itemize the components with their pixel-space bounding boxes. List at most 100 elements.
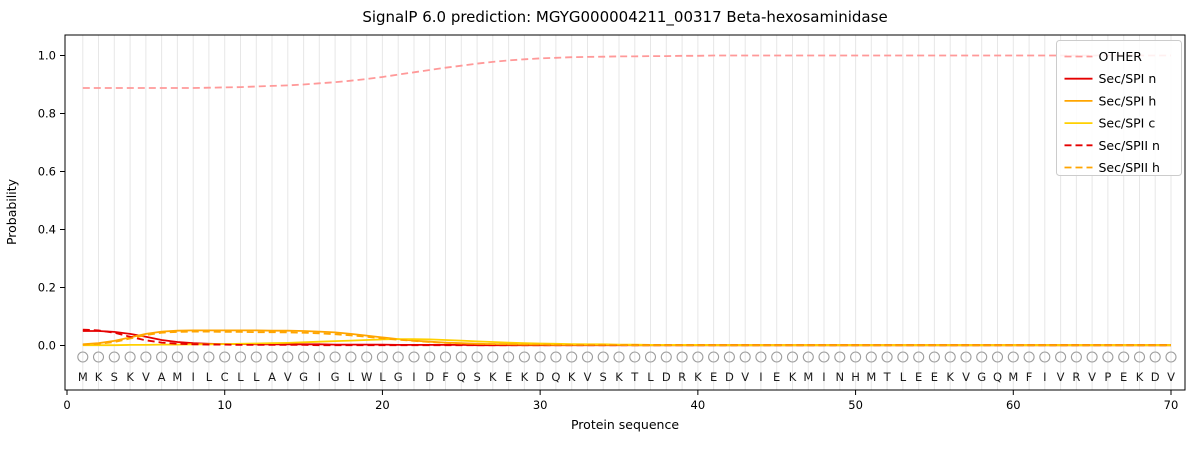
residue-letter: I [318, 370, 321, 384]
residue-letter: A [268, 370, 276, 384]
residue-letter: D [425, 370, 434, 384]
residue-letter: L [348, 370, 355, 384]
residue-letter: Q [457, 370, 466, 384]
residue-marker [376, 351, 388, 363]
residue-marker [629, 351, 641, 363]
residue-letter: K [946, 370, 954, 384]
residue-marker [597, 351, 609, 363]
legend-label: Sec/SPI c [1099, 116, 1156, 131]
residue-letter: K [694, 370, 702, 384]
residue-letter: V [1057, 370, 1065, 384]
x-tick-label: 30 [533, 398, 548, 412]
residue-letter: V [284, 370, 292, 384]
residue-letter: M [172, 370, 182, 384]
x-tick-label: 40 [691, 398, 706, 412]
legend-label: Sec/SPI h [1099, 93, 1157, 108]
residue-marker [471, 351, 483, 363]
y-tick-label: 0.2 [38, 281, 56, 295]
residue-marker [1133, 351, 1146, 363]
residue-letter: R [678, 370, 686, 384]
residue-marker [1149, 351, 1161, 363]
residue-letter: F [442, 370, 449, 384]
residue-marker [108, 351, 120, 363]
residue-letter: K [1136, 370, 1144, 384]
residue-marker [660, 351, 672, 363]
residue-marker [439, 351, 452, 363]
residue-letter: D [1151, 370, 1160, 384]
x-tick-label: 20 [375, 398, 390, 412]
residue-marker [518, 351, 530, 363]
residue-marker [818, 351, 830, 363]
residue-marker [124, 351, 136, 363]
residue-letter: D [536, 370, 545, 384]
residue-marker [1102, 351, 1114, 363]
residue-letter: M [866, 370, 876, 384]
residue-letter: P [1104, 370, 1111, 384]
residue-letter: A [158, 370, 166, 384]
residue-marker [834, 351, 846, 363]
residue-letter: E [505, 370, 512, 384]
residue-letter: E [1120, 370, 1127, 384]
residue-marker [487, 351, 499, 363]
x-tick-label: 0 [63, 398, 70, 412]
residue-letter: L [206, 370, 213, 384]
residue-marker [250, 351, 262, 363]
axes: 0.0 0.2 0.4 0.6 0.8 1.0 0 10 20 30 40 50 60 70 [38, 34, 1186, 412]
residue-marker [991, 351, 1004, 363]
y-axis-label: Probability [4, 178, 19, 245]
y-tick-label: 0.0 [38, 339, 56, 353]
residue-marker [140, 351, 152, 363]
residue-marker [928, 351, 940, 363]
residue-marker [708, 351, 720, 363]
legend: OTHER Sec/SPI n Sec/SPI h Sec/SPI c Sec/SPII… [1056, 40, 1182, 176]
residue-marker [156, 351, 168, 363]
residue-letter: V [142, 370, 150, 384]
residue-marker [345, 351, 357, 363]
series-line-other [82, 54, 1171, 89]
residue-letter: Q [993, 370, 1002, 384]
residue-letter: K [568, 370, 576, 384]
residue-marker [913, 351, 925, 363]
residue-marker [550, 351, 562, 363]
residue-letter: I [759, 370, 762, 384]
residue-marker [644, 351, 657, 363]
residue-marker [566, 351, 578, 363]
residue-letter: I [191, 370, 194, 384]
residue-marker [77, 351, 89, 363]
residue-letter: I [822, 370, 825, 384]
legend-box [1056, 40, 1182, 176]
residue-marker [960, 351, 972, 363]
residue-letter: E [710, 370, 717, 384]
residue-letter: V [962, 370, 970, 384]
residue-letter: G [394, 370, 403, 384]
legend-label: Sec/SPII n [1099, 138, 1160, 153]
residue-marker [455, 351, 467, 363]
residue-marker [298, 351, 310, 363]
residue-marker [1023, 351, 1035, 363]
residue-marker [408, 351, 420, 363]
residue-marker [802, 351, 814, 363]
residue-letter: K [489, 370, 497, 384]
residue-letter: I [412, 370, 415, 384]
residue-letter: V [584, 370, 592, 384]
residue-marker [1007, 351, 1019, 363]
chart-title: SignalP 6.0 prediction: MGYG000004211_00… [362, 8, 887, 27]
residue-letter: L [379, 370, 386, 384]
residue-marker [313, 351, 325, 363]
residue-marker [1118, 351, 1130, 363]
residue-letter: S [600, 370, 607, 384]
residue-marker [786, 351, 799, 363]
y-tick-label: 0.6 [38, 165, 56, 179]
residue-marker [581, 351, 594, 363]
residue-letter: E [773, 370, 780, 384]
residue-marker [1070, 351, 1082, 363]
residue-marker [881, 351, 893, 363]
residue-marker [503, 351, 515, 363]
residue-letter: V [1088, 370, 1096, 384]
residue-letter: K [95, 370, 103, 384]
residue-letter: G [977, 370, 986, 384]
residue-marker [723, 351, 735, 363]
residue-marker [676, 351, 688, 363]
residue-letter: Q [551, 370, 560, 384]
